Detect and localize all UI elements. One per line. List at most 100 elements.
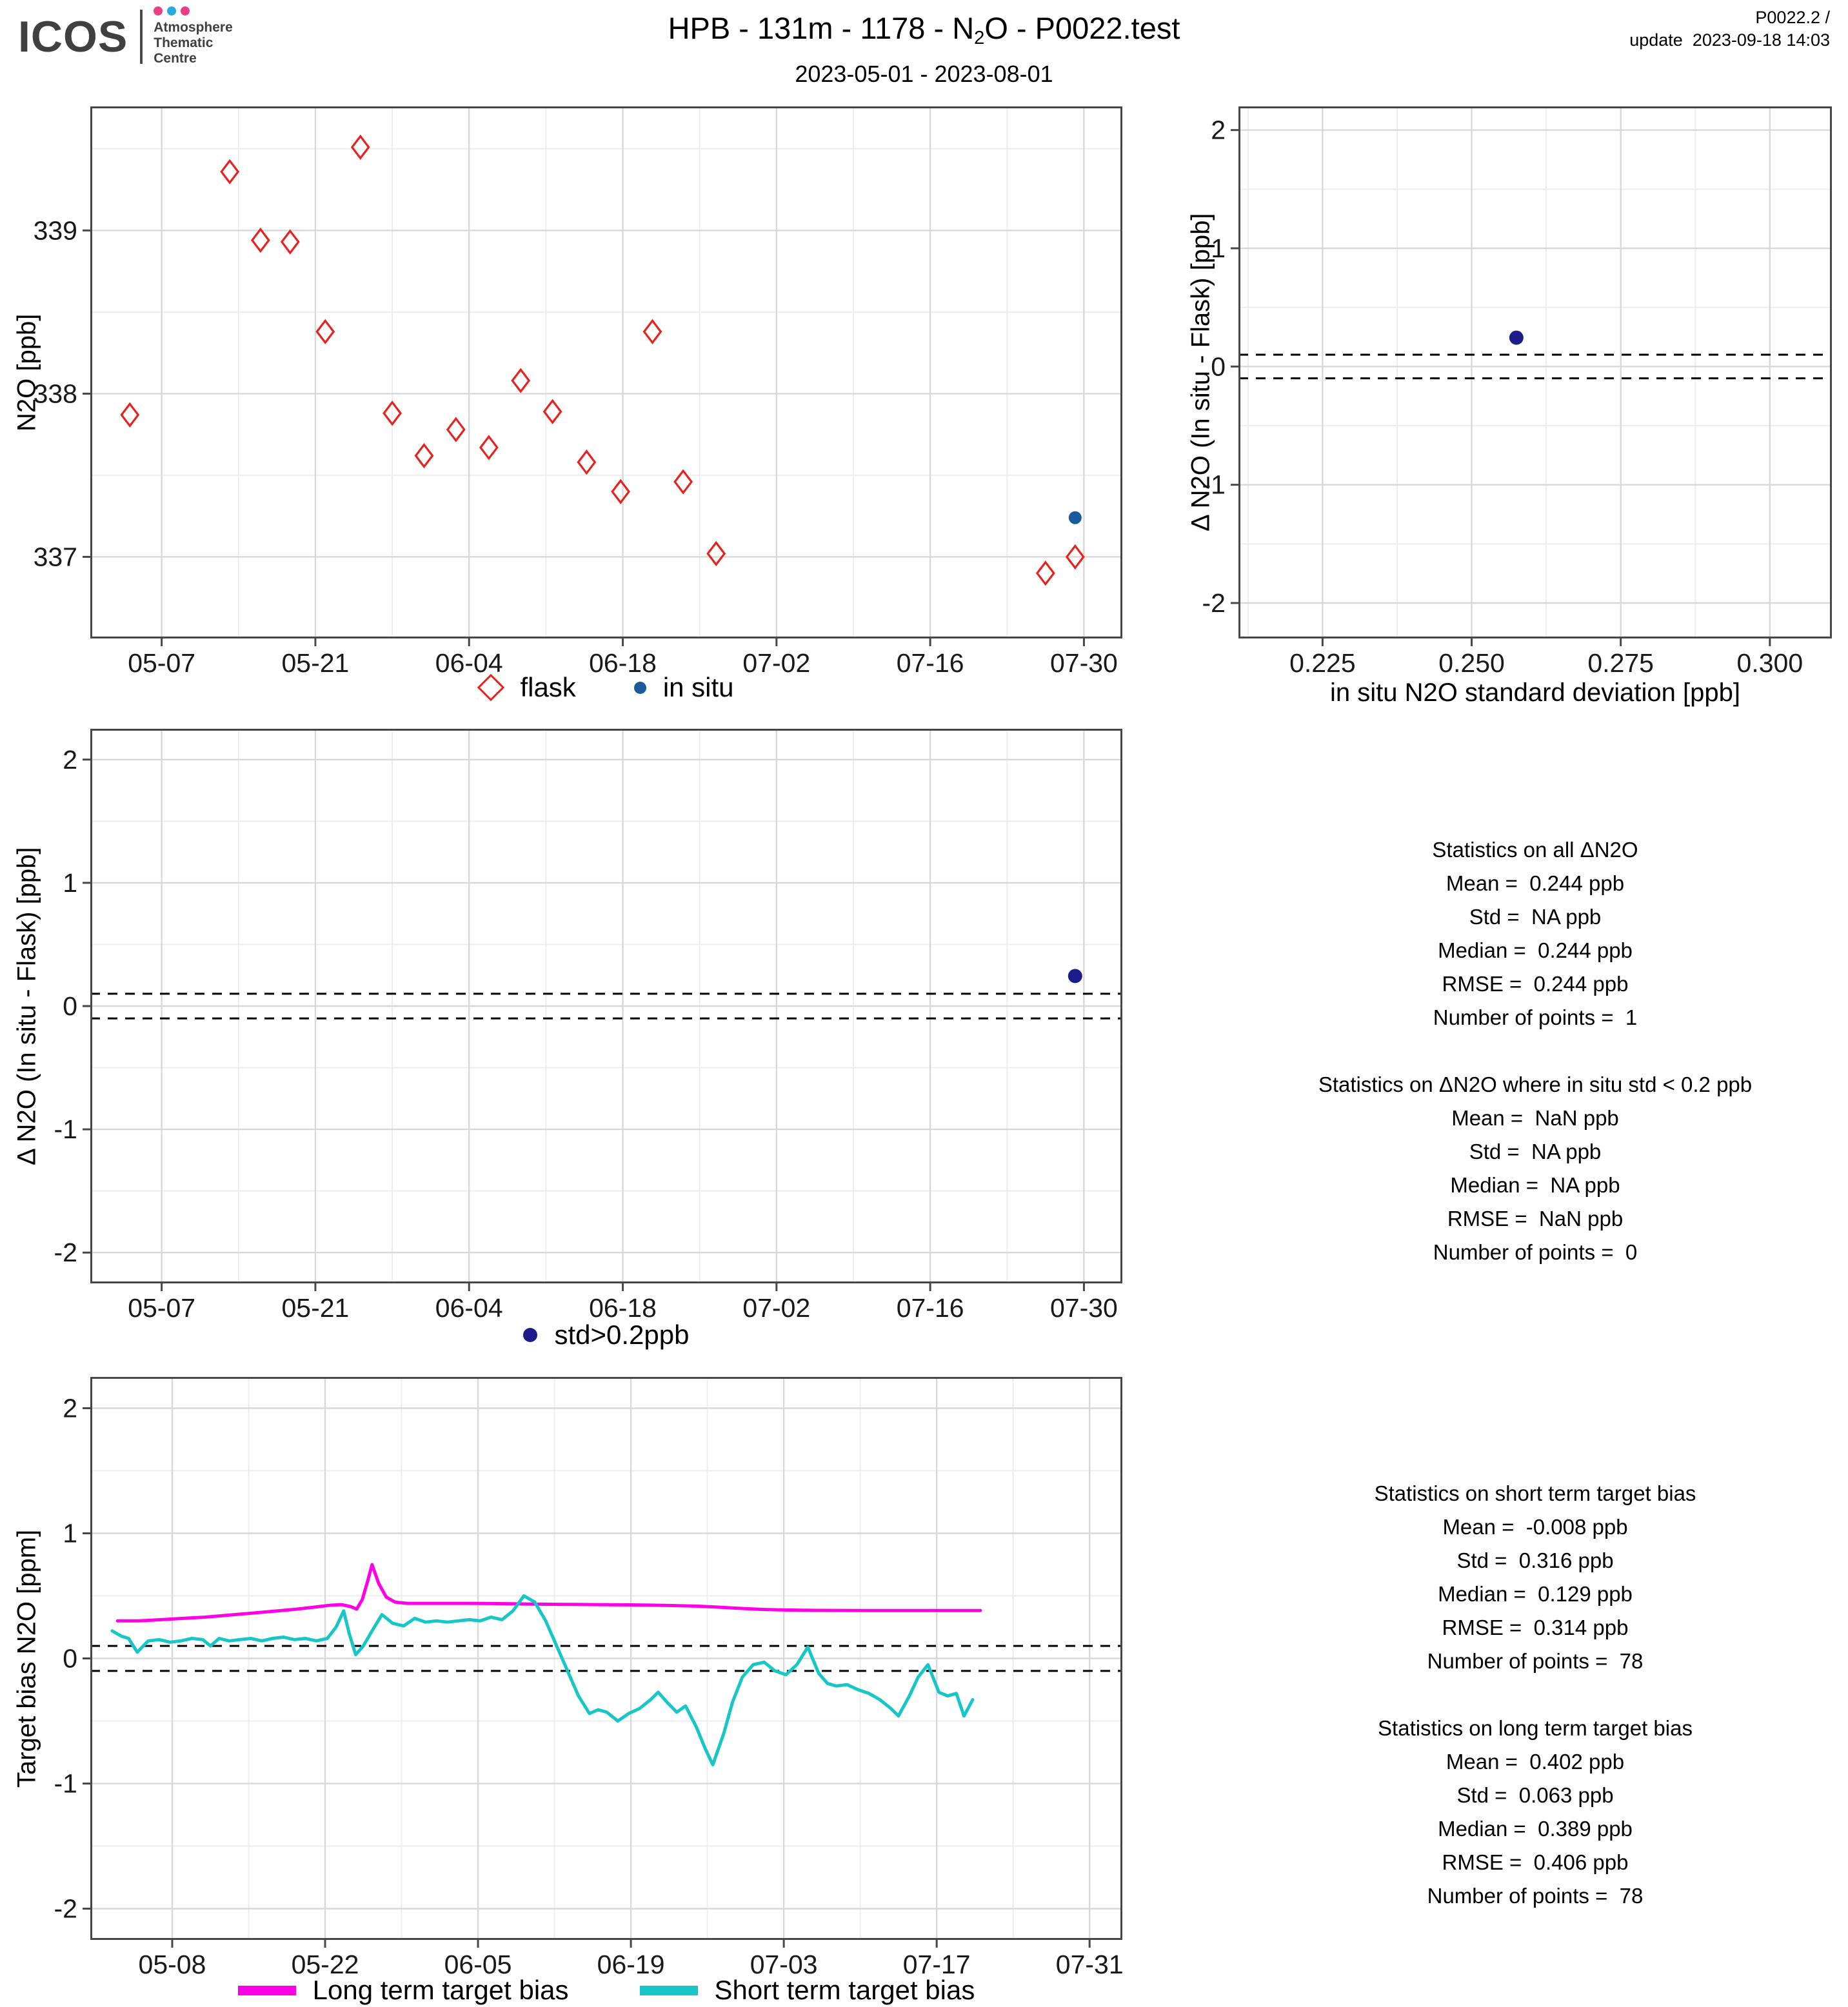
plot4-legend: Long term target bias Short term target … (90, 1975, 1122, 2006)
svg-text:07-30: 07-30 (1050, 648, 1118, 678)
svg-text:-1: -1 (1202, 470, 1226, 500)
plot-delta-vs-std: 0.225 0.250 0.275 0.300 -2 -1 0 1 2 (1202, 106, 1832, 678)
svg-text:-2: -2 (54, 1238, 77, 1267)
plot-target-bias: 05-08 05-22 06-05 06-19 07-03 07-17 07-31 -2 -1 0… (54, 1377, 1124, 1979)
stat-line: RMSE = 0.314 ppb (1442, 1616, 1629, 1639)
stats-delta-block: Statistics on all ΔN2O Mean = 0.244 ppb … (1258, 833, 1813, 1269)
logo-subtitle-line: Centre (154, 51, 197, 66)
svg-text:2: 2 (1211, 115, 1226, 145)
stat-line: Number of points = 1 (1433, 1005, 1638, 1029)
stat-line: Number of points = 0 (1433, 1240, 1638, 1264)
legend-label: flask (520, 672, 576, 702)
stat-line: Mean = NaN ppb (1451, 1106, 1619, 1130)
svg-text:-2: -2 (54, 1894, 77, 1924)
stat-line: Std = NA ppb (1469, 905, 1602, 929)
logo-subtitle-line: Atmosphere (154, 20, 233, 35)
svg-text:06-04: 06-04 (435, 648, 503, 678)
legend-item-insitu: in situ (633, 672, 734, 703)
svg-text:1: 1 (63, 1519, 77, 1548)
svg-text:06-04: 06-04 (435, 1293, 503, 1323)
plot-delta-timeseries: 05-07 05-21 06-04 06-18 07-02 07-16 07-30 -2 -1 0… (54, 729, 1122, 1323)
plot-n2o-timeseries: 05-07 05-21 06-04 06-18 07-02 07-16 07-30 337 33… (34, 106, 1122, 678)
svg-text:06-18: 06-18 (589, 648, 657, 678)
plot3-y-axis-label: Δ N2O (In situ - Flask) [ppb] (12, 847, 41, 1165)
svg-text:337: 337 (34, 542, 77, 571)
svg-text:2: 2 (63, 745, 77, 775)
stat-line: Median = 0.129 ppb (1438, 1582, 1633, 1606)
svg-text:-1: -1 (54, 1114, 77, 1144)
logo-separator (140, 9, 143, 64)
svg-text:05-08: 05-08 (139, 1950, 206, 1979)
svg-text:05-22: 05-22 (292, 1950, 359, 1979)
logo-subtitle-line: Thematic (154, 35, 214, 50)
stats-title: Statistics on short term target bias (1374, 1481, 1696, 1505)
svg-text:0.300: 0.300 (1737, 648, 1803, 678)
svg-text:07-31: 07-31 (1056, 1950, 1124, 1979)
svg-text:06-05: 06-05 (444, 1950, 512, 1979)
svg-text:0.225: 0.225 (1289, 648, 1356, 678)
logo-dot-icon (167, 6, 177, 15)
flask-diamond-icon (477, 673, 505, 702)
svg-text:0: 0 (63, 991, 77, 1021)
svg-text:05-07: 05-07 (128, 1293, 195, 1323)
svg-text:339: 339 (34, 215, 77, 245)
legend-item-long-term: Long term target bias (237, 1975, 569, 2006)
svg-text:2: 2 (63, 1394, 77, 1423)
stat-line: Std = 0.063 ppb (1456, 1783, 1614, 1807)
svg-text:07-16: 07-16 (897, 1293, 964, 1323)
icos-logo-text: ICOS (18, 12, 128, 61)
stats-title: Statistics on long term target bias (1378, 1716, 1693, 1740)
svg-text:07-02: 07-02 (742, 1293, 810, 1323)
svg-text:0.250: 0.250 (1438, 648, 1505, 678)
stats-title: Statistics on ΔN2O where in situ std < 0… (1318, 1073, 1753, 1096)
svg-text:05-21: 05-21 (281, 648, 349, 678)
stat-line: Mean = -0.008 ppb (1442, 1515, 1628, 1539)
insitu-dot-icon (633, 681, 646, 694)
svg-text:07-17: 07-17 (903, 1950, 971, 1979)
svg-text:0: 0 (63, 1644, 77, 1674)
legend-item-flask: flask (477, 672, 576, 703)
stat-line: Median = NA ppb (1450, 1173, 1620, 1197)
logo-dots (154, 6, 233, 15)
date-range: 2023-05-01 - 2023-08-01 (795, 61, 1053, 87)
svg-text:07-02: 07-02 (742, 648, 810, 678)
plot3-legend: std>0.2ppb (90, 1320, 1122, 1350)
legend-label: Long term target bias (312, 1975, 569, 2005)
legend-item-std: std>0.2ppb (523, 1320, 690, 1350)
update-timestamp: update 2023-09-18 14:03 (1629, 30, 1830, 50)
version-update-info: P0022.2 / update 2023-09-18 14:03 (1629, 6, 1830, 52)
svg-text:-1: -1 (54, 1769, 77, 1799)
stat-line: RMSE = 0.244 ppb (1442, 972, 1629, 996)
stat-line: RMSE = 0.406 ppb (1442, 1850, 1629, 1874)
plot4-y-axis-label: Target bias N2O [ppm] (12, 1529, 41, 1788)
logo-dot-icon (154, 6, 163, 15)
svg-text:07-03: 07-03 (750, 1950, 818, 1979)
svg-text:05-21: 05-21 (281, 1293, 349, 1323)
svg-text:06-18: 06-18 (589, 1293, 657, 1323)
legend-label: Short term target bias (714, 1975, 975, 2005)
short-term-line-icon (639, 1985, 698, 1995)
plot1-legend: flask in situ (90, 672, 1122, 703)
svg-text:1: 1 (63, 868, 77, 898)
stat-line: Number of points = 78 (1427, 1649, 1644, 1673)
plot2-x-axis-label: in situ N2O standard deviation [ppb] (1330, 678, 1740, 707)
svg-text:0: 0 (1211, 351, 1226, 381)
stat-line: Std = 0.316 ppb (1456, 1548, 1614, 1572)
stat-line: Median = 0.389 ppb (1438, 1817, 1633, 1841)
stats-title: Statistics on all ΔN2O (1432, 838, 1638, 862)
svg-text:-2: -2 (1202, 588, 1226, 618)
svg-text:338: 338 (34, 379, 77, 408)
stat-line: Mean = 0.402 ppb (1446, 1750, 1625, 1774)
title-subscript: 2 (974, 28, 985, 49)
long-term-line-icon (237, 1985, 296, 1995)
version-label: P0022.2 / (1755, 8, 1830, 27)
std-dot-icon (523, 1328, 538, 1342)
svg-text:05-07: 05-07 (128, 648, 195, 678)
icos-logo: ICOS Atmosphere Thematic Centre (18, 6, 233, 66)
svg-text:0.275: 0.275 (1587, 648, 1654, 678)
stat-line: Mean = 0.244 ppb (1446, 871, 1625, 895)
svg-text:06-19: 06-19 (597, 1950, 665, 1979)
stats-target-bias-block: Statistics on short term target bias Mea… (1258, 1477, 1813, 1913)
svg-text:07-30: 07-30 (1050, 1293, 1118, 1323)
